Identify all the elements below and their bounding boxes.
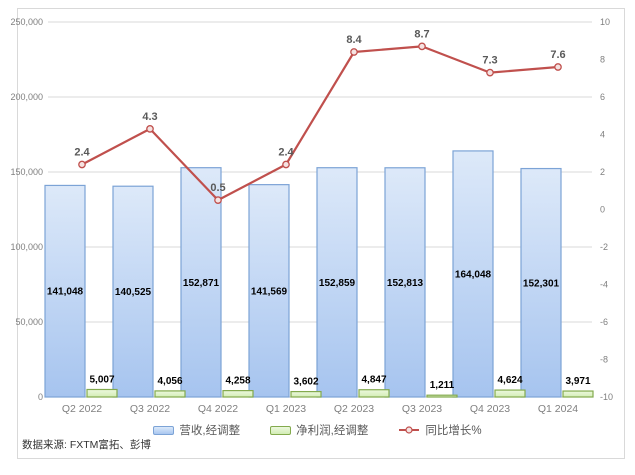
growth-line-label: 8.4 — [346, 34, 362, 46]
x-axis-category-label: Q1 2024 — [538, 403, 578, 415]
growth-line-label: 4.3 — [142, 111, 157, 123]
growth-line-label: 8.7 — [414, 28, 429, 40]
growth-line-label: 0.5 — [210, 182, 225, 194]
right-axis-tick-label: -6 — [600, 317, 608, 327]
growth-line-marker — [486, 68, 494, 77]
growth-line-label: 2.4 — [74, 147, 90, 159]
right-axis-tick-label: 0 — [600, 205, 605, 215]
x-axis-category-label: Q4 2023 — [470, 403, 510, 415]
right-axis-tick-label: 2 — [600, 167, 605, 177]
right-axis-tick-label: -10 — [600, 392, 613, 402]
revenue-bar-label: 152,871 — [183, 278, 220, 289]
revenue-bar — [180, 167, 222, 398]
revenue-swatch-icon — [153, 425, 175, 435]
x-axis-category-label: Q4 2022 — [198, 403, 238, 415]
x-axis-category-label: Q2 2022 — [62, 403, 102, 415]
revenue-bar — [112, 185, 154, 398]
growth-line-marker — [78, 160, 86, 169]
right-axis-tick-label: -8 — [600, 355, 608, 365]
growth-line-label: 2.4 — [278, 147, 294, 159]
legend-item-growth: 同比增长% — [398, 422, 482, 438]
growth-line-marker — [214, 196, 222, 204]
profit-bar — [358, 389, 390, 398]
profit-bar — [290, 390, 322, 398]
legend-label-profit: 净利润,经调整 — [296, 425, 369, 437]
profit-swatch-icon — [270, 425, 292, 435]
revenue-bar-label: 152,813 — [387, 278, 424, 289]
revenue-bar — [452, 150, 494, 398]
profit-bar-label: 4,056 — [157, 376, 182, 387]
legend: 营收,经调整 净利润,经调整 同比增长% — [0, 422, 635, 438]
profit-bar-label: 4,258 — [225, 376, 250, 387]
growth-line-marker — [350, 48, 358, 56]
growth-line-marker — [282, 160, 290, 169]
left-axis-tick-label: 0 — [38, 392, 43, 402]
profit-bar — [154, 390, 186, 398]
right-axis-tick-label: -2 — [600, 242, 608, 252]
revenue-bar — [44, 184, 86, 398]
left-axis-tick-label: 250,000 — [10, 17, 43, 27]
profit-bar — [562, 390, 594, 398]
growth-line-label: 7.3 — [482, 55, 497, 67]
profit-bar — [426, 394, 458, 398]
growth-line — [80, 45, 560, 202]
revenue-bar-label: 141,569 — [251, 286, 288, 297]
legend-label-revenue: 营收,经调整 — [179, 425, 241, 437]
growth-line-marker — [146, 125, 154, 133]
x-axis-category-label: Q2 2023 — [334, 403, 374, 415]
profit-bar-label: 1,211 — [430, 380, 455, 391]
legend-label-growth: 同比增长% — [425, 425, 482, 437]
revenue-bar-label: 141,048 — [47, 287, 84, 298]
profit-bar-label: 3,971 — [565, 376, 590, 387]
legend-item-revenue: 营收,经调整 — [153, 422, 240, 438]
revenue-bar — [316, 167, 358, 398]
right-axis-tick-label: 8 — [600, 55, 605, 65]
profit-bar-label: 5,007 — [89, 374, 114, 385]
profit-bar-label: 4,847 — [361, 375, 386, 386]
x-axis-category-label: Q3 2023 — [402, 403, 442, 415]
revenue-bar — [248, 184, 290, 398]
revenue-bar — [384, 167, 426, 398]
right-axis-tick-label: -4 — [600, 280, 608, 290]
right-axis-tick-label: 6 — [600, 92, 605, 102]
profit-bar-label: 4,624 — [497, 375, 522, 386]
growth-line-marker — [554, 63, 562, 71]
profit-bar — [494, 389, 526, 398]
revenue-bar — [520, 167, 562, 398]
legend-item-profit: 净利润,经调整 — [270, 422, 368, 438]
right-axis-tick-label: 4 — [600, 130, 605, 140]
growth-line-swatch-icon — [399, 426, 420, 434]
left-axis-tick-label: 100,000 — [10, 242, 43, 252]
source-note: 数据来源: FXTM富拓、彭博 — [22, 439, 151, 451]
profit-bar — [86, 388, 118, 398]
left-axis-tick-label: 150,000 — [10, 167, 43, 177]
x-axis-category-label: Q1 2023 — [266, 403, 306, 415]
left-axis-tick-label: 200,000 — [10, 92, 43, 102]
profit-bar — [222, 390, 254, 398]
growth-line-label: 7.6 — [550, 49, 565, 61]
revenue-bar-label: 164,048 — [455, 269, 492, 280]
right-axis-tick-label: 10 — [600, 17, 610, 27]
revenue-bar-label: 152,301 — [523, 278, 560, 289]
x-axis-category-label: Q3 2022 — [130, 403, 170, 415]
revenue-bar-label: 152,859 — [319, 278, 356, 289]
growth-line-marker — [418, 42, 426, 51]
revenue-bar-label: 140,525 — [115, 287, 152, 298]
profit-bar-label: 3,602 — [293, 377, 318, 388]
left-axis-tick-label: 50,000 — [15, 317, 43, 327]
